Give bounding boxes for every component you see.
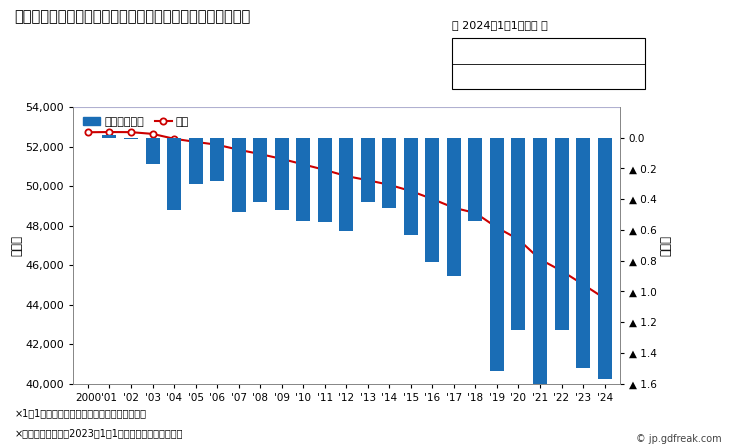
Bar <box>275 138 289 210</box>
Text: 対前年増減率: 対前年増減率 <box>458 71 498 81</box>
Bar <box>447 138 461 276</box>
Bar <box>598 138 612 379</box>
Bar <box>296 138 311 221</box>
Bar <box>490 138 504 371</box>
Bar <box>555 138 569 330</box>
Text: ×1月1日時点の外国人を除く日本人住民人口。: ×1月1日時点の外国人を除く日本人住民人口。 <box>15 408 147 418</box>
Text: © jp.gdfreak.com: © jp.gdfreak.com <box>636 434 722 444</box>
Text: 44,314人: 44,314人 <box>596 46 642 56</box>
Bar <box>318 138 332 222</box>
Bar <box>146 138 160 164</box>
Text: ×市区町村の場合は2023年1月1日時点の市区町村境界。: ×市区町村の場合は2023年1月1日時点の市区町村境界。 <box>15 428 183 438</box>
Bar <box>189 138 203 184</box>
Bar <box>576 138 590 368</box>
Bar <box>361 138 375 202</box>
Bar <box>339 138 354 231</box>
Bar <box>124 138 138 139</box>
Bar <box>232 138 246 211</box>
Text: -1.5%: -1.5% <box>609 71 642 81</box>
Bar <box>103 135 117 138</box>
Y-axis label: （人）: （人） <box>11 235 24 256</box>
Bar <box>253 138 267 202</box>
Bar <box>404 138 418 235</box>
Text: 【 2024年1月1日時点 】: 【 2024年1月1日時点 】 <box>452 20 547 30</box>
Bar <box>167 138 181 210</box>
Y-axis label: （％）: （％） <box>659 235 672 256</box>
Bar <box>512 138 526 330</box>
Legend: 対前年増加率, 人口: 対前年増加率, 人口 <box>79 112 194 132</box>
Text: 赤穂市の人口の推移　（住民基本台帳ベース、日本人住民）: 赤穂市の人口の推移 （住民基本台帳ベース、日本人住民） <box>15 9 251 24</box>
Bar <box>382 138 397 208</box>
Bar <box>426 138 440 262</box>
Bar <box>210 138 224 181</box>
Text: 人口: 人口 <box>458 46 471 56</box>
Bar <box>533 138 547 446</box>
Bar <box>469 138 483 221</box>
